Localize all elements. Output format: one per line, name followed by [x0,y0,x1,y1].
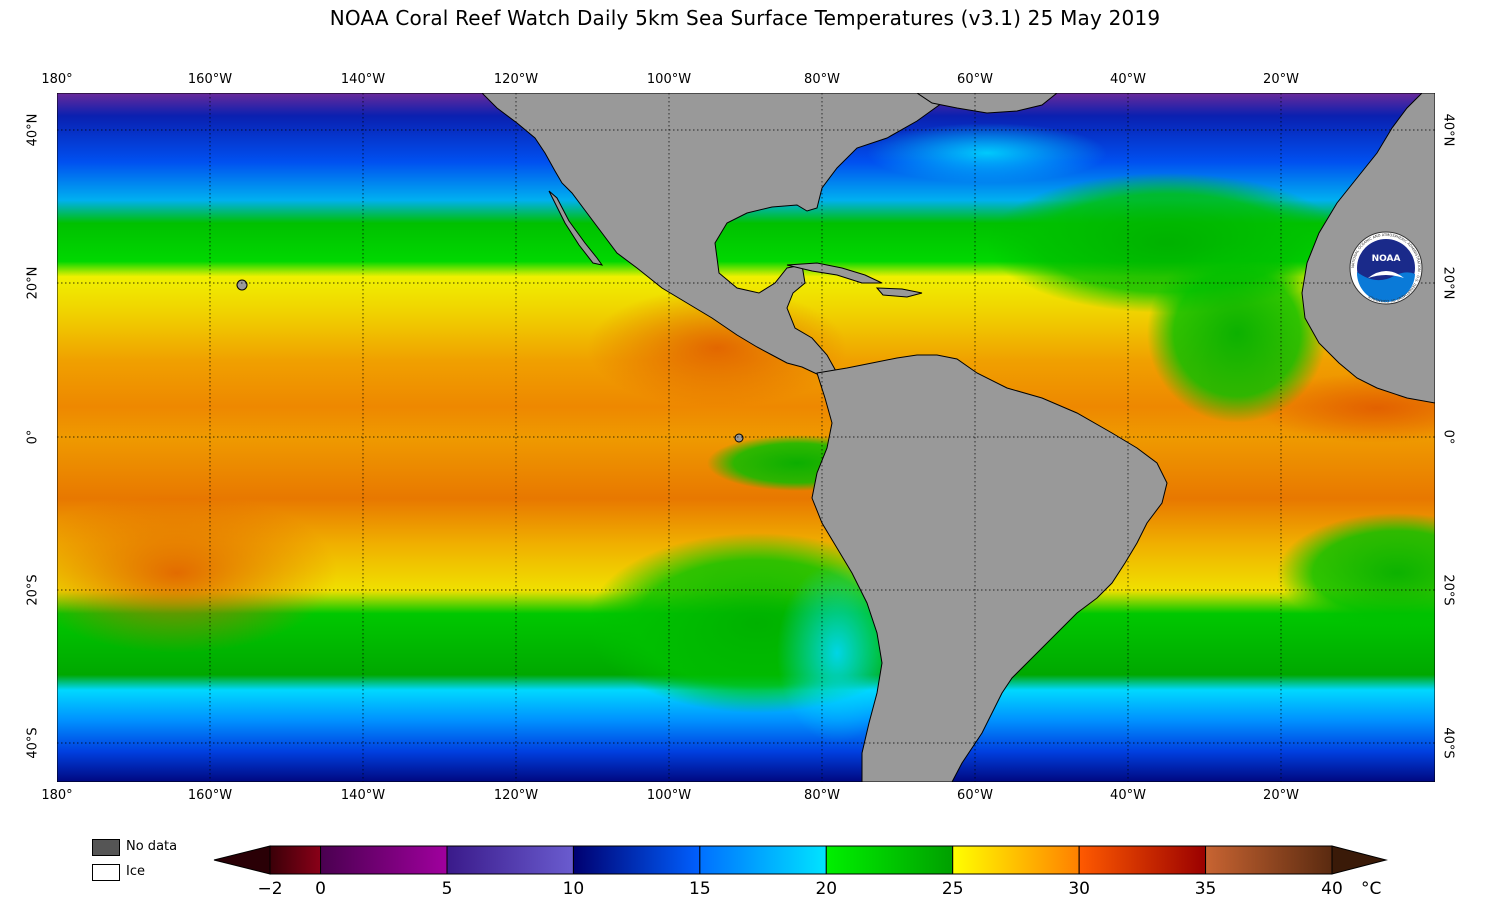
lat-label-right: 40°S [1440,727,1456,759]
lon-label-bottom: 120°W [493,788,539,803]
warm-pool-west-pacific [57,493,337,653]
lon-label-top: 140°W [340,72,386,87]
colorbar-segment [446,845,574,875]
cool-patch-east-atlantic [1147,243,1327,423]
land-south-america [811,354,1168,782]
lon-label-bottom: 80°W [804,788,840,803]
lon-label-bottom: 20°W [1263,788,1299,803]
colorbar-unit: °C [1361,879,1382,899]
lat-label-left: 40°S [25,727,41,759]
lon-label-top: 100°W [646,72,692,87]
colorbar-tick-label: 20 [815,879,838,899]
colorbar-tick-label: 5 [441,879,453,899]
colorbar-tick-label: 0 [315,879,326,899]
lat-label-right: 20°S [1440,574,1456,606]
lon-label-top: 160°W [187,72,233,87]
colorbar-tick-label: 10 [562,879,585,899]
colorbar-segment [269,845,322,875]
land-greenland-tip [916,93,1058,114]
cool-patch-south-atlantic [1277,513,1435,633]
map-title: NOAA Coral Reef Watch Daily 5km Sea Surf… [329,6,1161,30]
colorbar-segment [1078,845,1207,875]
colorbar-segment [825,845,954,875]
ice-label: Ice [126,864,145,879]
lat-label-left: 20°N [25,266,41,300]
no-data-label: No data [126,839,178,854]
lon-label-top: 20°W [1263,72,1299,87]
ice-swatch [92,864,120,881]
colorbar-tick-label: 25 [941,879,964,899]
colorbar-segment [1205,845,1333,875]
lon-label-bottom: 100°W [646,788,692,803]
lon-label-top: 180° [41,72,73,87]
lon-label-bottom: 160°W [187,788,233,803]
colorbar-segment [320,845,448,875]
colorbar-tick-label: 15 [689,879,711,899]
lat-label-left: 0° [25,429,41,445]
lon-label-bottom: 180° [41,788,73,803]
lat-label-left: 20°S [25,574,41,606]
colorbar-low-extend [213,845,271,875]
colorbar-tick-label: 35 [1194,879,1217,899]
colorbar-segment [699,845,827,875]
lat-label-right: 40°N [1440,113,1456,147]
land-baja-california [548,190,604,266]
colorbar-tick-label: 40 [1321,879,1343,899]
lon-label-bottom: 140°W [340,788,386,803]
north-atlantic-cyan [867,123,1107,183]
lon-label-top: 120°W [493,72,539,87]
humboldt-cyan [777,563,897,743]
land-hawaii [236,279,248,291]
lat-label-right: 0° [1440,429,1456,445]
noaa-logo-icon: NOAA NATIONAL OCEANIC AND ATMOSPHERIC AD… [1349,231,1423,305]
noaa-logo-text: NOAA [1372,254,1401,264]
graticule [57,93,1435,782]
no-data-swatch [92,839,120,856]
lat-label-right: 20°N [1440,266,1456,300]
sst-map: NOAA NATIONAL OCEANIC AND ATMOSPHERIC AD… [57,93,1435,782]
land-north-america [481,93,948,376]
temperature-colorbar [213,845,1388,875]
lat-label-left: 40°N [25,113,41,147]
lon-label-top: 40°W [1110,72,1146,87]
lon-label-top: 80°W [804,72,840,87]
lon-label-bottom: 60°W [957,788,993,803]
lon-label-bottom: 40°W [1110,788,1146,803]
colorbar-segment [952,845,1080,875]
lon-label-top: 60°W [957,72,993,87]
colorbar-high-extend [1331,845,1388,875]
colorbar-tick-label: −2 [257,879,283,899]
colorbar-tick-label: 30 [1068,879,1090,899]
colorbar-segment [572,845,701,875]
land-hispaniola [875,287,923,298]
land-galapagos [734,433,744,443]
